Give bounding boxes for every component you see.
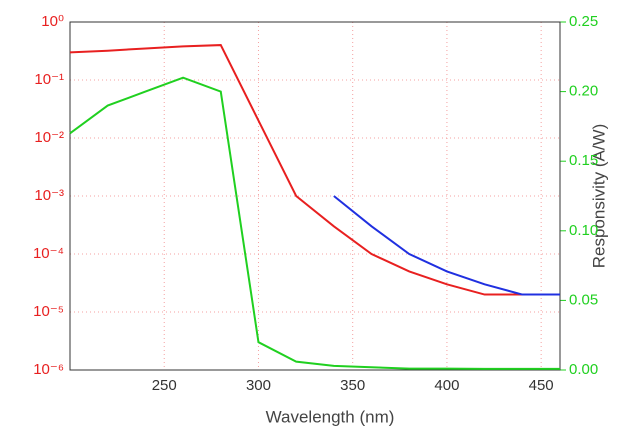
y2-tick-label: 0.10 [569, 222, 598, 239]
y2-tick-label: 0.20 [569, 83, 598, 100]
y-tick-label: 10⁻⁵ [33, 303, 64, 320]
y-tick-label: 10⁻⁴ [33, 245, 64, 262]
x-axis-label: Wavelength (nm) [266, 407, 395, 426]
x-tick-label: 450 [529, 377, 554, 394]
x-tick-label: 400 [434, 377, 459, 394]
series-line [69, 76, 560, 370]
y2-tick-label: 0.05 [569, 291, 598, 308]
y2-tick-label: 0.15 [569, 152, 598, 169]
series-line [333, 195, 560, 296]
y2-tick-label: 0.00 [569, 361, 598, 378]
y-tick-label: 10⁻¹ [34, 71, 64, 88]
y-tick-label: 10⁻⁶ [33, 361, 64, 378]
y-tick-label: 10⁻² [34, 129, 64, 146]
y2-axis-label: Responsivity (A/W) [589, 124, 608, 269]
series-line [69, 44, 560, 296]
x-tick-label: 250 [152, 377, 177, 394]
y-tick-label: 10⁰ [41, 13, 64, 30]
x-tick-label: 350 [340, 377, 365, 394]
y2-tick-label: 0.25 [569, 13, 598, 30]
x-tick-label: 300 [246, 377, 271, 394]
plot-frame [69, 21, 561, 371]
y-tick-label: 10⁻³ [34, 187, 64, 204]
